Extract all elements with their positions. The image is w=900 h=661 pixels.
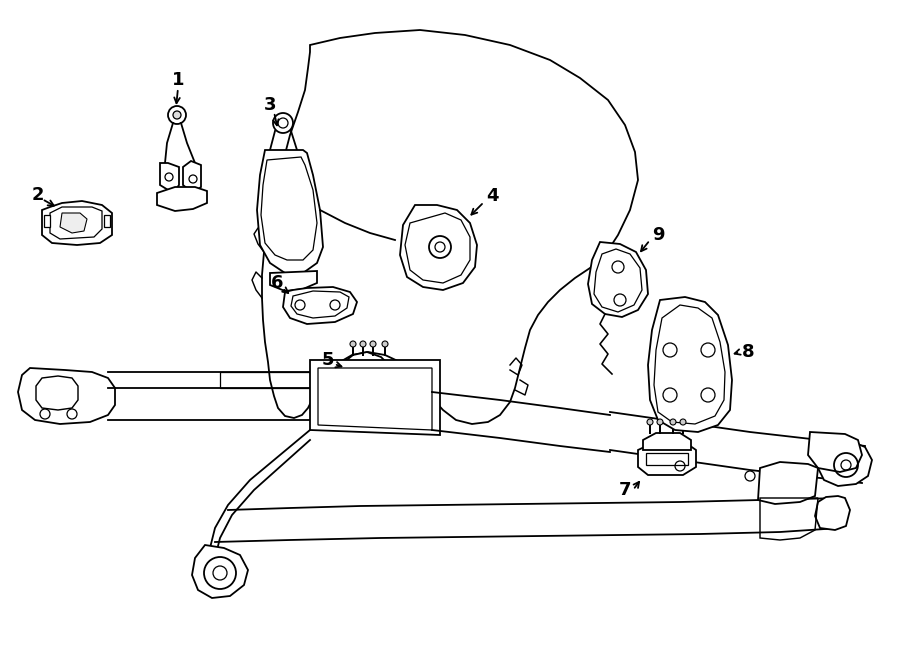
Polygon shape: [400, 205, 477, 290]
Text: 3: 3: [264, 96, 276, 114]
Text: 2: 2: [32, 186, 44, 204]
Circle shape: [670, 419, 676, 425]
Polygon shape: [815, 496, 850, 530]
Circle shape: [647, 419, 653, 425]
Polygon shape: [758, 462, 818, 504]
Polygon shape: [270, 271, 317, 291]
Polygon shape: [818, 443, 872, 486]
Text: 5: 5: [322, 351, 334, 369]
Polygon shape: [192, 545, 248, 598]
Circle shape: [382, 341, 388, 347]
Circle shape: [370, 341, 376, 347]
Text: 8: 8: [742, 343, 754, 361]
Polygon shape: [183, 161, 201, 193]
Polygon shape: [340, 352, 397, 383]
Polygon shape: [42, 201, 112, 245]
Circle shape: [173, 111, 181, 119]
Polygon shape: [44, 215, 50, 227]
Polygon shape: [333, 403, 410, 427]
Polygon shape: [60, 213, 87, 233]
Text: 9: 9: [652, 226, 664, 244]
Circle shape: [350, 341, 356, 347]
Polygon shape: [643, 433, 691, 450]
Polygon shape: [648, 297, 732, 432]
Polygon shape: [310, 360, 440, 435]
Text: 7: 7: [619, 481, 631, 499]
Text: 6: 6: [271, 274, 284, 292]
Polygon shape: [104, 215, 110, 227]
Polygon shape: [340, 383, 402, 403]
Polygon shape: [808, 432, 862, 472]
Polygon shape: [257, 150, 323, 273]
Text: 1: 1: [172, 71, 184, 89]
Polygon shape: [157, 187, 207, 211]
Polygon shape: [638, 443, 696, 475]
Circle shape: [360, 341, 366, 347]
Polygon shape: [283, 287, 357, 324]
Polygon shape: [262, 30, 638, 424]
Text: 4: 4: [486, 187, 499, 205]
Polygon shape: [160, 163, 179, 193]
Circle shape: [680, 419, 686, 425]
Circle shape: [657, 419, 663, 425]
Polygon shape: [588, 242, 648, 317]
Polygon shape: [18, 368, 115, 424]
